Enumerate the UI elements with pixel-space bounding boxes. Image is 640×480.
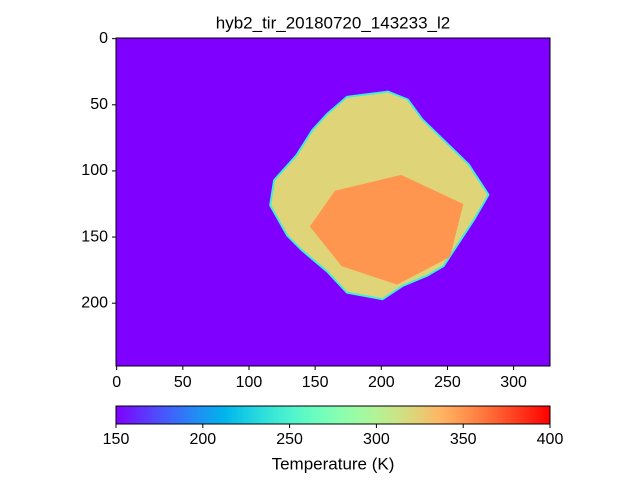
colorbar-label: Temperature (K) [272,454,395,473]
image-area [116,38,550,366]
colorbar-tick-label: 250 [276,431,303,448]
plot-frame [115,37,551,367]
colorbar-tick-label: 400 [537,431,564,448]
colorbar-tick-label: 150 [103,431,130,448]
x-tick-label: 150 [302,374,329,391]
region [309,174,464,285]
y-tick-label: 0 [99,30,108,47]
x-tick-label: 300 [500,374,527,391]
colorbar-tick-label: 300 [363,431,390,448]
y-tick-label: 150 [81,228,108,245]
y-tick-label: 50 [90,96,108,113]
x-tick-label: 0 [112,374,121,391]
chart-title: hyb2_tir_20180720_143233_l2 [216,13,450,32]
x-tick-label: 100 [236,374,263,391]
colorbar-tick-label: 350 [450,431,477,448]
x-tick-label: 200 [368,374,395,391]
x-tick-label: 50 [174,374,192,391]
y-tick-label: 100 [81,162,108,179]
y-tick-label: 200 [81,294,108,311]
colorbar [115,405,551,425]
colorbar-tick-label: 200 [189,431,216,448]
x-tick-label: 250 [434,374,461,391]
